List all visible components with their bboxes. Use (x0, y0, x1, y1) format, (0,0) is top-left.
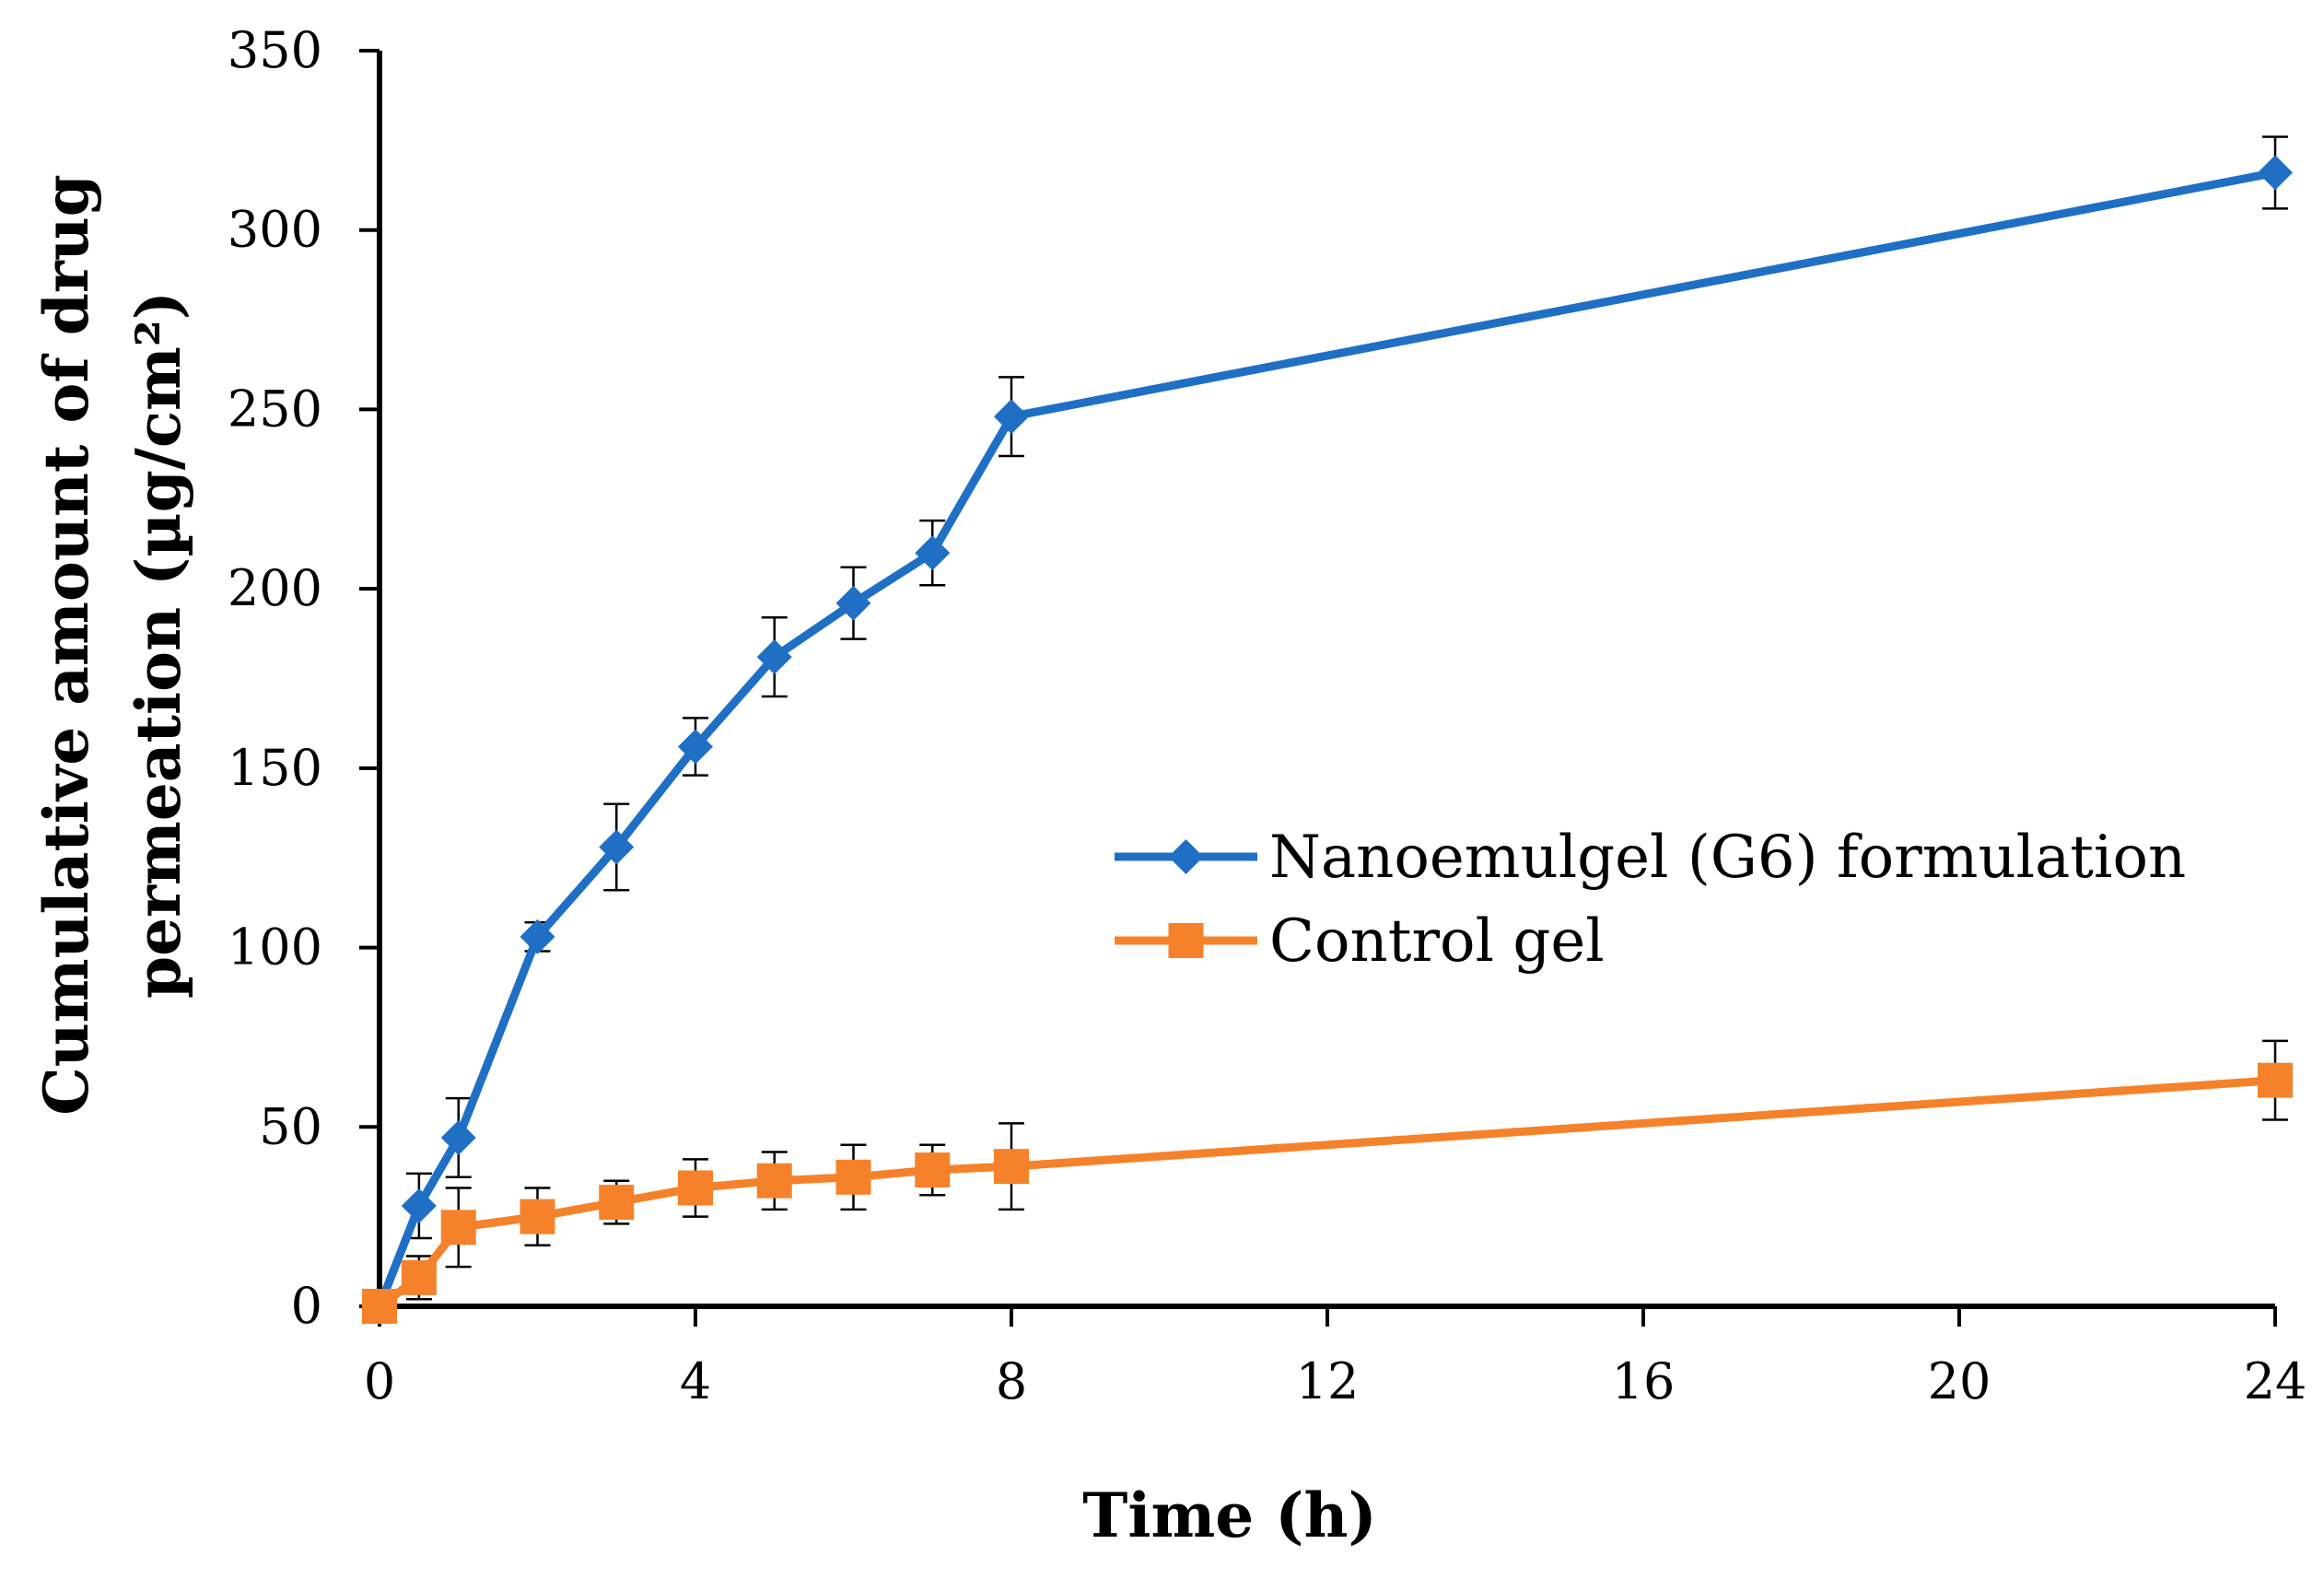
data-point (599, 829, 635, 865)
series-line (377, 1076, 2276, 1310)
x-tick-label: 4 (680, 1352, 711, 1410)
y-tick-label: 50 (259, 1097, 322, 1155)
y-tick-label: 0 (291, 1277, 322, 1335)
data-point (2258, 155, 2293, 191)
data-point (915, 535, 951, 571)
data-point (362, 1289, 397, 1324)
y-tick-label: 250 (228, 380, 322, 438)
legend-label: Nanoemulgel (G6) formulation (1269, 824, 2186, 892)
data-point (520, 918, 555, 954)
data-point (440, 1119, 476, 1155)
y-tick-label: 150 (228, 739, 322, 797)
data-point (994, 1149, 1029, 1185)
data-point (915, 1152, 951, 1188)
y-tick-label: 350 (228, 21, 322, 79)
x-tick-label: 8 (996, 1352, 1027, 1410)
x-tick-label: 16 (1612, 1352, 1676, 1410)
x-axis-title: Time (h) (1082, 1480, 1376, 1551)
data-point (401, 1187, 437, 1223)
data-point (2258, 1062, 2293, 1098)
data-point (440, 1210, 476, 1246)
data-point (835, 585, 871, 621)
series-markers (362, 155, 2293, 1324)
data-point (756, 1163, 792, 1199)
x-tick-label: 12 (1296, 1352, 1360, 1410)
legend-marker (1168, 839, 1204, 874)
y-axis-title-line-2: permeation (µg/cm²) (123, 291, 194, 999)
data-point (599, 1185, 635, 1221)
series-line (375, 168, 2276, 1308)
series-lines (375, 168, 2276, 1310)
data-point (678, 729, 713, 765)
x-tick-label: 0 (364, 1352, 395, 1410)
data-point (756, 639, 792, 675)
data-point (678, 1170, 713, 1206)
x-tick-label: 24 (2244, 1352, 2307, 1410)
error-bars (405, 135, 2288, 1301)
legend-label: Control gel (1269, 907, 1605, 976)
legend-marker (1168, 923, 1204, 958)
axes: 0 50 100 150 200 250 300 350 0 4 8 12 16 20 24 (228, 21, 2306, 1410)
data-point (835, 1159, 871, 1195)
y-axis-title: Cumulative amount of drug permeation (µg… (30, 174, 194, 1116)
x-tick-label: 20 (1928, 1352, 1991, 1410)
y-tick-label: 200 (228, 559, 322, 617)
data-point (401, 1259, 437, 1295)
legend: Nanoemulgel (G6) formulation Control gel (1115, 824, 2186, 976)
y-tick-label: 100 (228, 918, 322, 977)
data-point (520, 1199, 555, 1234)
y-axis-title-line-1: Cumulative amount of drug (30, 174, 102, 1116)
y-tick-label: 300 (228, 201, 322, 259)
data-point (994, 399, 1029, 435)
